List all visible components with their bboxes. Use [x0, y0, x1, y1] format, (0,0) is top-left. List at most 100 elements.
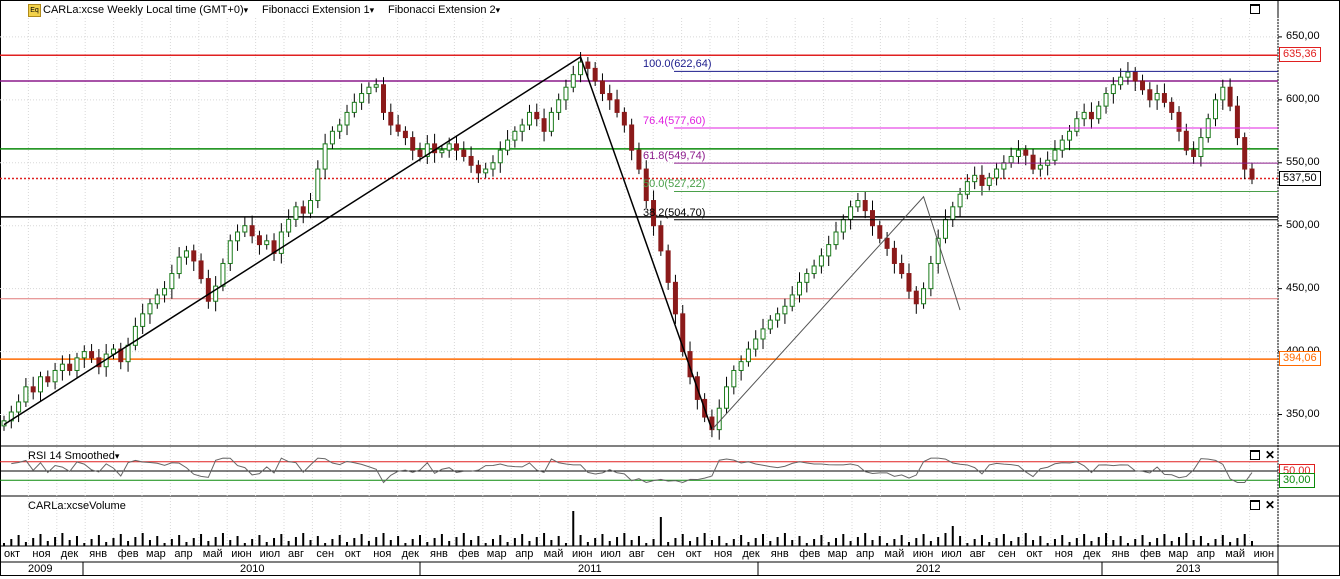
candle-body: [1001, 162, 1007, 170]
volume-bar: [681, 534, 684, 546]
volume-bar: [1229, 542, 1232, 546]
volume-bar: [725, 543, 728, 546]
volume-bar: [141, 533, 144, 546]
candle-body: [402, 130, 408, 139]
candle-body: [1176, 111, 1182, 132]
volume-bar: [1148, 542, 1151, 546]
fibonacci-extension-2[interactable]: Fibonacci Extension 2: [388, 4, 500, 17]
volume-bar: [32, 538, 35, 546]
month-label: ноя: [32, 548, 51, 560]
candle-body: [147, 303, 153, 315]
volume-bar: [849, 541, 852, 546]
month-label: фев: [117, 548, 139, 560]
candle-body: [1132, 71, 1138, 82]
candle-body: [928, 262, 934, 290]
volume-bar: [1010, 541, 1013, 546]
month-label: окт: [1026, 548, 1043, 560]
volume-bar: [856, 537, 859, 546]
candle-body: [1125, 71, 1131, 78]
candle-body: [198, 260, 204, 280]
volume-bar: [557, 536, 560, 546]
volume-bar: [1002, 534, 1005, 546]
candle-body: [162, 288, 168, 296]
volume-bar: [1017, 537, 1020, 546]
volume-bar: [3, 543, 5, 546]
candle-body: [986, 177, 992, 186]
candle-body: [957, 193, 963, 208]
fib-level-label: 50.0(527,22): [643, 178, 706, 191]
candle-body: [359, 93, 365, 103]
month-label: дек: [1083, 548, 1101, 560]
candle-body: [439, 149, 445, 154]
candle-body: [1081, 111, 1087, 120]
month-label: янв: [770, 548, 789, 560]
volume-bar: [1141, 535, 1144, 546]
candle-body: [1096, 105, 1102, 120]
candle-body: [1030, 154, 1036, 170]
volume-bar: [1199, 536, 1202, 546]
rsi-maximize-icon[interactable]: [1250, 450, 1260, 460]
candle-body: [1198, 137, 1204, 157]
month-label: янв: [89, 548, 108, 560]
candle-body: [300, 206, 306, 214]
volume-bar: [134, 537, 137, 546]
price-tag: 537,50: [1279, 170, 1321, 186]
chart-title[interactable]: CARLa:xcse Weekly Local time (GMT+0): [43, 4, 248, 17]
candle-body: [322, 143, 328, 170]
rsi-close-icon[interactable]: ✕: [1265, 448, 1276, 462]
fib-level-label: 38.2(504,70): [643, 206, 706, 219]
candle-body: [1169, 101, 1175, 113]
volume-bar: [543, 533, 546, 546]
volume-bar: [1097, 537, 1100, 546]
volume-bar: [900, 535, 903, 546]
volume-bar: [170, 539, 173, 546]
volume-bar: [579, 535, 582, 546]
candle-body: [921, 288, 927, 305]
volume-bar: [192, 538, 195, 546]
candle-body: [213, 285, 219, 302]
month-label: ноя: [714, 548, 733, 560]
volume-bar: [470, 540, 473, 546]
volume-bar: [1221, 535, 1224, 546]
month-label: ноя: [1054, 548, 1073, 560]
volume-bar: [1126, 543, 1129, 546]
rsi-title[interactable]: RSI 14 Smoothed: [28, 450, 119, 463]
candle-body: [972, 174, 978, 183]
month-label: ноя: [373, 548, 392, 560]
candle-body: [381, 84, 387, 113]
candle-body: [563, 86, 569, 101]
candle-body: [548, 111, 554, 132]
candle-body: [315, 168, 321, 202]
candle-body: [1088, 111, 1094, 120]
candle-body: [1023, 149, 1029, 156]
month-label: фев: [458, 548, 480, 560]
month-label: мар: [827, 548, 848, 560]
volume-close-icon[interactable]: ✕: [1265, 498, 1276, 512]
month-label: апр: [515, 548, 534, 560]
candle-body: [578, 61, 584, 76]
candle-body: [205, 278, 211, 302]
candle-body: [994, 168, 1000, 179]
candle-body: [191, 250, 197, 262]
candle-body: [570, 74, 576, 88]
volume-bar: [769, 541, 772, 546]
volume-bar: [294, 537, 297, 546]
price-tick-label: 650,00: [1286, 29, 1320, 42]
volume-bar: [1075, 538, 1078, 546]
candle-body: [760, 328, 766, 340]
volume-bar: [411, 539, 414, 546]
candle-body: [453, 143, 459, 151]
volume-bar: [90, 539, 93, 546]
month-label: дек: [742, 548, 760, 560]
volume-bar: [1046, 543, 1049, 546]
volume-maximize-icon[interactable]: [1250, 500, 1260, 510]
volume-bar: [703, 533, 706, 546]
volume-bar: [367, 541, 370, 546]
candle-body: [118, 348, 124, 363]
fibonacci-extension-1[interactable]: Fibonacci Extension 1: [262, 4, 374, 17]
maximize-icon[interactable]: [1250, 4, 1260, 14]
candle-body: [979, 174, 985, 186]
candle-body: [636, 149, 642, 170]
volume-bar: [791, 540, 794, 546]
